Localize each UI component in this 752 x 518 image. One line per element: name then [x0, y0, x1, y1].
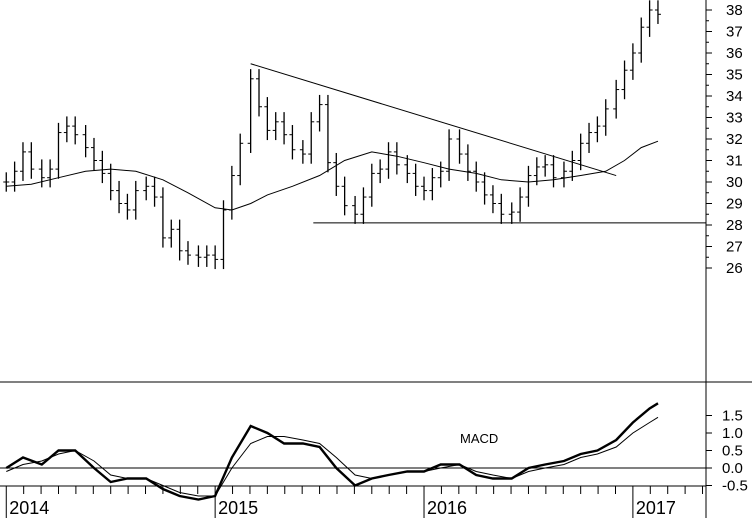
price-axis: 2627282930313233343536373839: [706, 2, 743, 277]
price-bars: [3, 0, 661, 270]
price-tick-label: 36: [726, 45, 743, 62]
price-tick-label: 29: [726, 196, 743, 213]
price-tick-label: 31: [726, 153, 743, 170]
year-label: 2014: [9, 498, 49, 518]
price-panel: 2627282930313233343536373839: [3, 0, 743, 277]
price-tick-label: 33: [726, 110, 743, 127]
macd-axis: 1.51.00.50.0-0.5: [706, 408, 748, 495]
trendlines: [250, 63, 706, 224]
time-axis: 2014 2015 2016 2017: [5, 486, 704, 518]
price-tick-label: 28: [726, 217, 743, 234]
macd-tick-label: 1.0: [722, 425, 743, 442]
macd-tick-label: 1.5: [722, 408, 743, 425]
macd-tick-label: 0.0: [722, 460, 743, 477]
year-label: 2015: [218, 498, 258, 518]
macd-panel: MACD 1.51.00.50.0-0.5: [0, 402, 748, 501]
price-tick-label: 26: [726, 260, 743, 277]
macd-tick-label: 0.5: [722, 443, 743, 460]
year-label: 2016: [427, 498, 467, 518]
macd-tick-label: -0.5: [722, 478, 748, 495]
price-tick-label: 38: [726, 2, 743, 19]
year-label: 2017: [636, 498, 676, 518]
macd-signal-line: [6, 416, 659, 497]
macd-line: [5, 402, 659, 501]
price-tick-label: 30: [726, 174, 743, 191]
moving-average-line: [6, 140, 659, 211]
macd-title: MACD: [460, 431, 498, 446]
price-tick-label: 32: [726, 131, 743, 148]
price-tick-label: 37: [726, 24, 743, 41]
price-tick-label: 35: [726, 67, 743, 84]
trendline: [250, 63, 617, 177]
price-tick-label: 34: [726, 88, 743, 105]
price-tick-label: 27: [726, 239, 743, 256]
